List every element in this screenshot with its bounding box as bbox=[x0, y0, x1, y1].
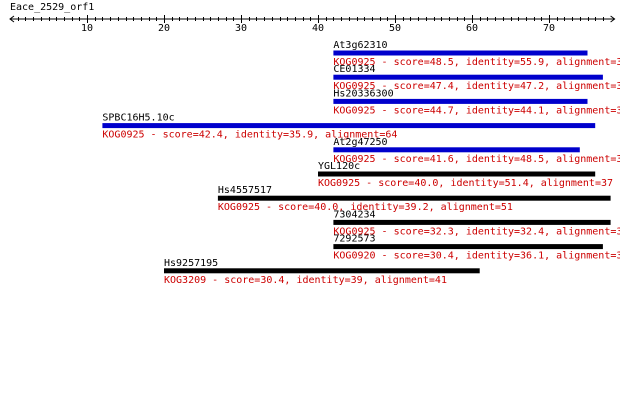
hit-annotation: KOG3209 - score=30.4, identity=39, align… bbox=[164, 275, 447, 286]
hit-annotation: KOG0925 - score=42.4, identity=35.9, ali… bbox=[102, 130, 397, 141]
hit-bar bbox=[102, 123, 596, 129]
hit-row: SPBC16H5.10c KOG0925 - score=42.4, identi… bbox=[102, 113, 596, 141]
hit-row: CE01334 KOG0925 - score=47.4, identity=47… bbox=[333, 64, 620, 92]
hit-annotation: KOG0925 - score=41.6, identity=48.5, ali… bbox=[333, 154, 620, 165]
hit-row: Hs4557517 KOG0925 - score=40.0, identity=… bbox=[217, 185, 611, 213]
hit-bar bbox=[333, 244, 603, 250]
hit-name: Hs20336300 bbox=[333, 88, 393, 99]
hit-name: SPBC16H5.10c bbox=[102, 113, 174, 124]
axis-arrow-right bbox=[610, 15, 616, 23]
hit-bar bbox=[333, 147, 580, 153]
axis-tick-label: 30 bbox=[235, 23, 247, 34]
hit-annotation: KOG0925 - score=47.4, identity=47.2, ali… bbox=[333, 81, 620, 92]
hit-annotation: KOG0925 - score=48.5, identity=55.9, ali… bbox=[333, 57, 620, 68]
hit-name: At2g47250 bbox=[333, 137, 387, 148]
axis-tick-label: 50 bbox=[389, 23, 401, 34]
axis-arrow-left bbox=[9, 15, 15, 23]
query-title: Eace_2529_orf1 bbox=[10, 2, 94, 13]
hit-row: At2g47250 KOG0925 - score=41.6, identity=… bbox=[333, 137, 620, 165]
hit-list: At3g62310 KOG0925 - score=48.5, identity=… bbox=[102, 40, 620, 286]
axis-tick-label: 60 bbox=[466, 23, 478, 34]
axis-tick-label: 20 bbox=[158, 23, 170, 34]
axis-tick-label: 10 bbox=[81, 23, 93, 34]
hit-bar bbox=[333, 50, 588, 56]
hit-name: At3g62310 bbox=[333, 40, 387, 51]
hit-bar bbox=[333, 98, 588, 104]
hit-name: 7304234 bbox=[333, 209, 375, 220]
position-axis: 10 20 30 40 50 60 70 bbox=[9, 15, 616, 34]
hit-row: At3g62310 KOG0925 - score=48.5, identity=… bbox=[333, 40, 620, 68]
axis-tick-label: 40 bbox=[312, 23, 324, 34]
hit-bar bbox=[217, 195, 611, 201]
hit-row: Hs9257195 KOG3209 - score=30.4, identity=… bbox=[164, 258, 480, 286]
hit-name: Hs4557517 bbox=[218, 185, 272, 196]
axis-tick-label: 70 bbox=[543, 23, 555, 34]
hit-name: Hs9257195 bbox=[164, 258, 218, 269]
hit-name: YGL120c bbox=[318, 161, 360, 172]
hit-annotation: KOG0925 - score=40.0, identity=39.2, ali… bbox=[218, 202, 513, 213]
hit-row: YGL120c KOG0925 - score=40.0, identity=51… bbox=[318, 161, 613, 189]
hit-bar bbox=[333, 219, 611, 225]
hit-bar bbox=[333, 74, 603, 80]
hit-name: 7292573 bbox=[333, 234, 375, 245]
hit-bar bbox=[164, 268, 480, 274]
hit-annotation: KOG0920 - score=30.4, identity=36.1, ali… bbox=[333, 251, 620, 262]
hit-name: CE01334 bbox=[333, 64, 375, 75]
hit-annotation: KOG0925 - score=40.0, identity=51.4, ali… bbox=[318, 178, 613, 189]
hit-annotation: KOG0925 - score=44.7, identity=44.1, ali… bbox=[333, 105, 620, 116]
hit-annotation: KOG0925 - score=32.3, identity=32.4, ali… bbox=[333, 226, 620, 237]
hit-row: 7304234 KOG0925 - score=32.3, identity=32… bbox=[333, 209, 620, 237]
hit-row: 7292573 KOG0920 - score=30.4, identity=36… bbox=[333, 234, 620, 262]
hit-row: Hs20336300 KOG0925 - score=44.7, identity… bbox=[333, 88, 620, 116]
hit-bar bbox=[318, 171, 596, 177]
